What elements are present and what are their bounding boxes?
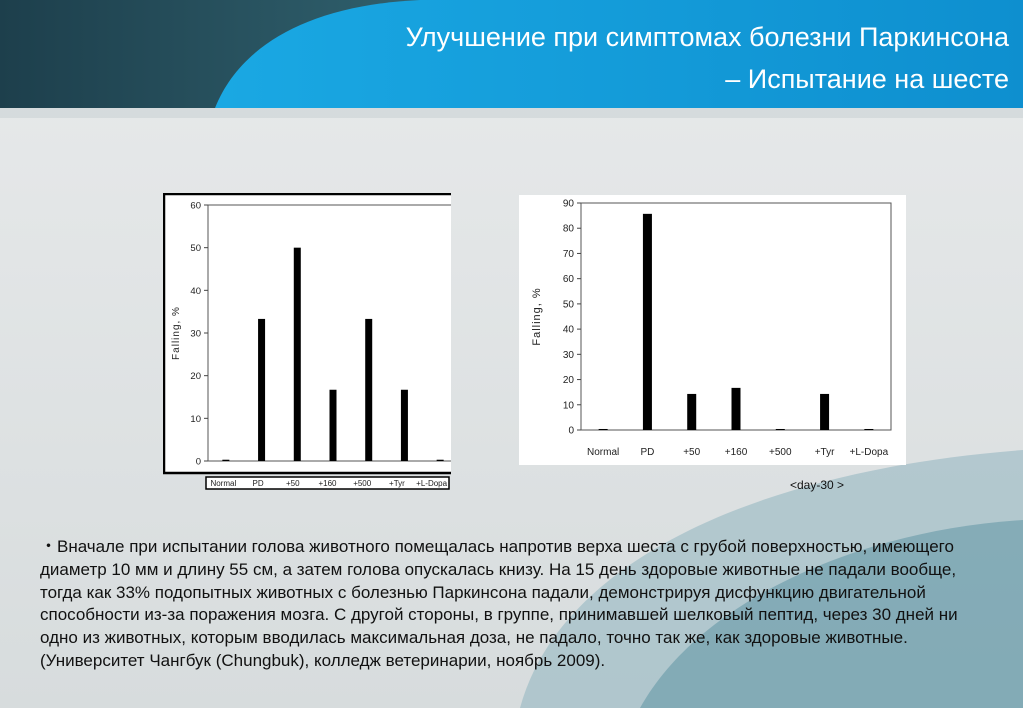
chart-left-ytick-label: 40 xyxy=(190,286,201,297)
chart-right-xtick-label: PD xyxy=(640,447,654,458)
body-paragraph: ・Вначале при испытании голова животного … xyxy=(40,536,990,673)
chart-right-bar xyxy=(775,428,785,430)
chart-left-ytick-label: 50 xyxy=(190,243,201,254)
chart-left-svg: 0 10 20 30 40 50 60 Normal PD +50 +160 +500 +Tyr +L-D… xyxy=(163,193,451,490)
chart-left-xtick-label: +500 xyxy=(353,479,372,488)
chart-left-bar xyxy=(222,459,230,461)
chart-right-ytick-label: 40 xyxy=(563,325,575,336)
chart-right-ylabel: Falling, % xyxy=(531,287,543,345)
chart-right-bar xyxy=(820,393,830,430)
slide-subtitle: – Испытание на шесте xyxy=(725,64,1009,94)
chart-left-xtick-label: PD xyxy=(253,479,264,488)
chart-right-ytick-label: 10 xyxy=(563,400,575,411)
chart-left-ytick-label: 0 xyxy=(196,457,201,468)
chart-right-ytick-label: 20 xyxy=(563,375,575,386)
chart-right-xtick-label: +L-Dopa xyxy=(850,447,889,458)
chart-left-xtick-label: +50 xyxy=(286,479,300,488)
chart-left-xlabel-box xyxy=(205,476,450,490)
chart-right: 0 10 20 30 40 50 60 70 80 90 Normal PD +50 +160 +500 +T… xyxy=(519,195,906,465)
chart-left-xtick-label: Normal xyxy=(210,479,236,488)
chart-right-ytick-label: 60 xyxy=(563,274,575,285)
chart-right-ytick-label: 80 xyxy=(563,224,575,235)
chart-left-ylabel: Falling, % xyxy=(171,306,182,360)
body-bullet-text: ・Вначале при испытании голова животного … xyxy=(40,537,958,648)
chart-left-bar xyxy=(400,389,408,461)
chart-right-ytick-label: 70 xyxy=(563,249,575,260)
slide-title: Улучшение при симптомах болезни Паркинсо… xyxy=(405,22,1009,52)
chart-left-ytick-label: 10 xyxy=(190,414,201,425)
chart-right-svg: 0 10 20 30 40 50 60 70 80 90 Normal PD +50 +160 +500 +T… xyxy=(519,195,906,465)
chart-left-bar xyxy=(258,318,266,461)
chart-left-ytick-label: 60 xyxy=(190,201,201,212)
chart-right-ytick-label: 50 xyxy=(563,299,575,310)
chart-left-bar xyxy=(329,389,337,461)
chart-left-bar xyxy=(436,459,444,461)
chart-left-ytick-label: 20 xyxy=(190,371,201,382)
chart-right-xtick-label: +Tyr xyxy=(815,447,835,458)
chart-left-xtick-label: +Tyr xyxy=(389,479,405,488)
chart-right-frame xyxy=(519,195,906,465)
chart-right-ytick-label: 30 xyxy=(563,350,575,361)
chart-left-bar xyxy=(365,318,373,461)
chart-right-bar xyxy=(598,428,608,430)
chart-left-ytick-label: 30 xyxy=(190,329,201,340)
chart-right-xtick-label: +500 xyxy=(769,447,792,458)
chart-right-ytick-label: 0 xyxy=(568,426,574,437)
chart-right-xtick-label: +160 xyxy=(725,447,748,458)
chart-right-bar xyxy=(731,387,741,430)
chart-left-bar xyxy=(293,247,301,461)
chart-right-xtick-label: +50 xyxy=(683,447,700,458)
chart-right-xtick-label: Normal xyxy=(587,447,619,458)
chart-right-bar xyxy=(642,213,652,430)
chart-caption: <day-30 > xyxy=(790,478,845,492)
chart-left-xtick-label: +L-Dopa xyxy=(416,479,447,488)
chart-left-xtick-label: +160 xyxy=(318,479,337,488)
chart-right-bar xyxy=(687,393,697,430)
chart-right-ytick-label: 90 xyxy=(563,199,575,210)
body-source-note: (Университет Чангбук (Chungbuk), колледж… xyxy=(40,650,606,670)
chart-left: 0 10 20 30 40 50 60 Normal PD +50 +160 +500 +Tyr +L-D… xyxy=(163,193,451,493)
chart-right-bar xyxy=(864,428,874,430)
